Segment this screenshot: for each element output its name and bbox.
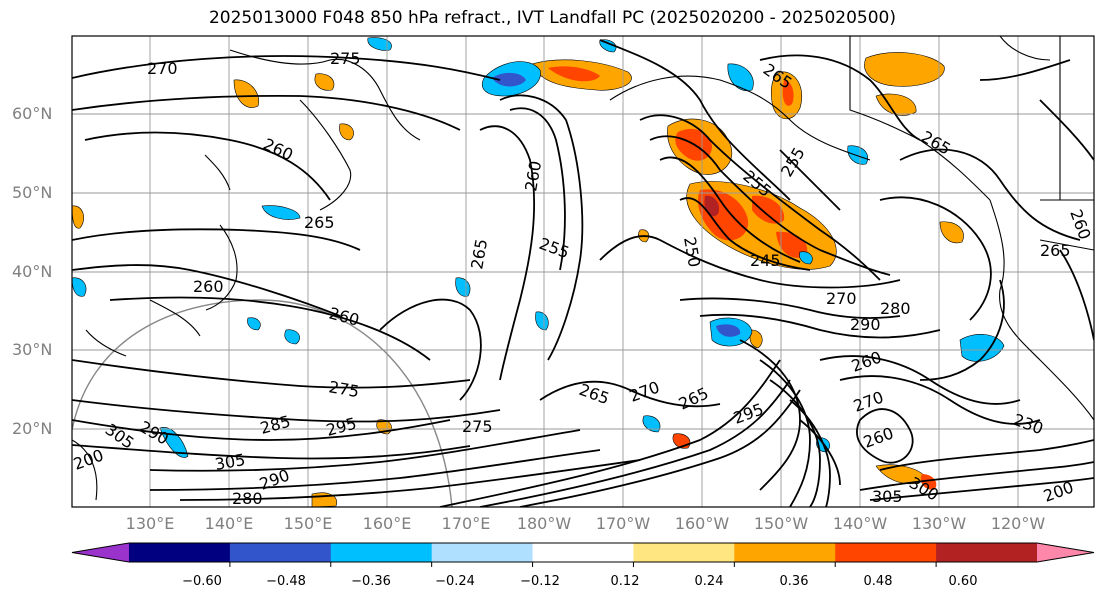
lat-label-40n: 40°N [12, 262, 53, 281]
contour-label: 275 [330, 49, 361, 68]
colorbar-segment [835, 543, 937, 562]
colorbar-segment [532, 543, 634, 562]
colorbar-tick-label: 0.60 [948, 574, 978, 589]
lon-label: 130°W [911, 514, 967, 533]
lon-label: 150°W [753, 514, 809, 533]
contour-label: 290 [850, 315, 881, 334]
lon-label: 160°E [362, 514, 412, 533]
colorbar-tick-label: 0.48 [863, 574, 893, 589]
lon-label: 170°W [595, 514, 651, 533]
colorbar-segment [431, 543, 534, 562]
lat-label-30n: 30°N [12, 340, 53, 359]
colorbar-tick-label: −0.24 [435, 574, 475, 589]
lon-label: 170°E [441, 514, 491, 533]
lat-label-20n: 20°N [12, 419, 53, 438]
lon-label: 140°W [832, 514, 888, 533]
colorbar-tick-label: −0.36 [351, 574, 391, 589]
colorbar-tick-label: 0.36 [779, 574, 809, 589]
map-plot-area: 270 275 260 265 260 260 260 265 255 265 … [72, 36, 1094, 508]
colorbar-tick-label: −0.12 [520, 574, 560, 589]
contour-label: 280 [880, 299, 911, 318]
refractivity-contours [72, 39, 1094, 507]
colorbar-segment [229, 543, 332, 562]
contour-label: 260 [193, 277, 224, 296]
contour-label: 265 [1040, 241, 1071, 260]
contour-label: 275 [462, 417, 493, 436]
colorbar-segment [330, 543, 433, 562]
plot-frame [71, 35, 1095, 508]
map-title: 2025013000 F048 850 hPa refract., IVT La… [208, 8, 896, 28]
contour-label: 245 [750, 251, 781, 270]
colorbar-outline [71, 542, 1095, 563]
colorbar-segment [129, 543, 231, 562]
contour-label: 280 [232, 489, 263, 508]
colorbar-segment [633, 543, 735, 562]
lat-label-60n: 60°N [12, 104, 53, 123]
colorbar-segment [734, 543, 836, 562]
lon-label: 150°E [283, 514, 333, 533]
lat-label-50n: 50°N [12, 183, 53, 202]
contour-label: 305 [872, 487, 903, 506]
lon-label: 140°E [204, 514, 254, 533]
colorbar-tick-label: −0.60 [182, 574, 222, 589]
contour-label: 270 [826, 289, 857, 308]
colorbar-extend-min [72, 543, 129, 562]
colorbar-tick-label: −0.48 [266, 574, 306, 589]
lon-label: 160°W [674, 514, 730, 533]
lon-label: 130°E [125, 514, 175, 533]
coastlines [72, 36, 1094, 501]
lon-label: 120°W [990, 514, 1046, 533]
graticule [72, 36, 1094, 507]
colorbar [71, 542, 1095, 567]
colorbar-extend-max [1037, 543, 1094, 562]
colorbar-tick-label: 0.12 [610, 574, 640, 589]
range-circle [72, 299, 453, 507]
colorbar-segment [936, 543, 1038, 562]
contour-label: 270 [147, 59, 178, 78]
contour-label: 265 [304, 213, 335, 232]
colorbar-tick-label: 0.24 [694, 574, 724, 589]
lon-label: 180°W [516, 514, 572, 533]
